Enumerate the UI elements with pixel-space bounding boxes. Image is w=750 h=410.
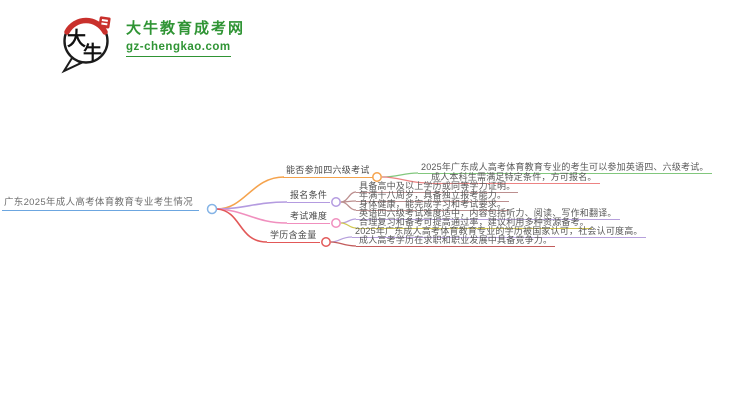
leaf-node-registration-1: 具备高中及以上学历或同等学力证明。 xyxy=(356,182,519,193)
mindmap-root-node: 广东2025年成人高考体育教育专业考生情况 xyxy=(2,198,199,211)
logo-text: 大牛教育成考网 gz-chengkao.com xyxy=(126,14,245,57)
branch3-junction-dot xyxy=(331,218,341,228)
logo-char-niu: 牛 xyxy=(83,41,102,64)
branch-node-exam-difficulty: 考试难度 xyxy=(287,211,331,224)
leaf-node-difficulty-1: 英语四六级考试难度适中，内容包括听力、阅读、写作和翻译。 xyxy=(356,209,620,220)
leaf-node-degree-value-1: 2025年广东成人高考体育教育专业的学历被国家认可，社会认可度高。 xyxy=(352,227,646,238)
branch2-junction-dot xyxy=(331,197,341,207)
logo-ox-speech-bubble-icon: 大 牛 xyxy=(61,16,111,74)
leaf-node-registration-2: 年满十八周岁，具备独立报考能力。 xyxy=(356,191,510,202)
branch-node-cet-eligibility: 能否参加四六级考试 xyxy=(283,165,373,178)
branch1-junction-dot xyxy=(372,172,382,182)
leaf-node-cet-eligibility-2: 成人本科生需满足特定条件，方可报名。 xyxy=(428,173,600,184)
site-logo[interactable]: 大 牛 大牛教育成考网 gz-chengkao.com xyxy=(60,14,245,74)
root-junction-dot xyxy=(206,203,218,215)
leaf-node-degree-value-2: 成人高考学历在求职和职业发展中具备竞争力。 xyxy=(356,236,556,247)
logo-title: 大牛教育成考网 xyxy=(126,20,246,37)
leaf-node-registration-3: 身体健康，能完成学习和考试要求。 xyxy=(356,200,510,211)
leaf-node-cet-eligibility-1: 2025年广东成人高考体育教育专业的考生可以参加英语四、六级考试。 xyxy=(418,163,712,174)
branch4-junction-dot xyxy=(321,237,331,247)
logo-url: gz-chengkao.com xyxy=(126,40,231,57)
logo-char-da: 大 xyxy=(67,27,86,50)
leaf-node-difficulty-2: 合理复习和备考可提高通过率，建议利用多种资源备考。 xyxy=(356,218,593,229)
branch-node-degree-value: 学历含金量 xyxy=(267,230,320,243)
branch-node-registration-conditions: 报名条件 xyxy=(287,190,331,203)
